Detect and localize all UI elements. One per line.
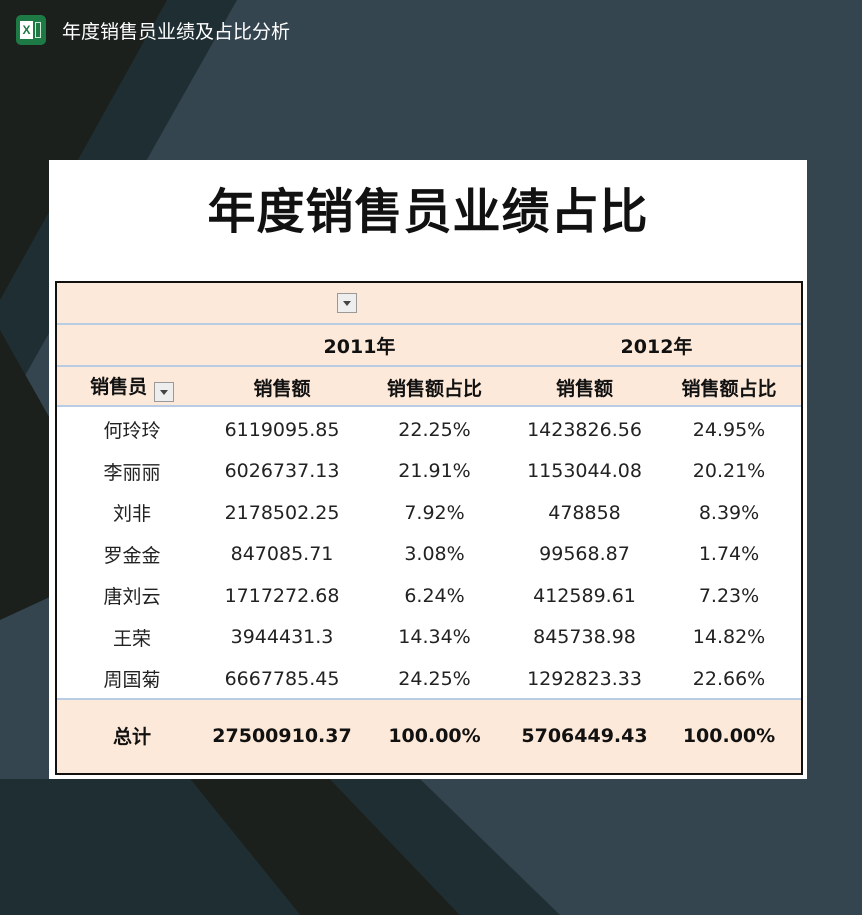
table-row: 罗金金 847085.71 3.08% 99568.87 1.74% [57,534,801,576]
table-row: 唐刘云 1717272.68 6.24% 412589.61 7.23% [57,575,801,617]
cell-sales-2012[interactable]: 1423826.56 [527,418,642,441]
cell-share-2012[interactable]: 8.39% [698,501,760,524]
table-row: 刘非 2178502.25 7.92% 478858 8.39% [57,492,801,534]
year-header-2011: 2011年 [323,335,396,358]
cell-sales-2012[interactable]: 478858 [548,501,621,524]
row-filter-dropdown[interactable] [153,381,174,402]
cell-share-2011[interactable]: 14.34% [398,626,471,649]
year-header-2012: 2012年 [620,335,693,358]
cell-salesperson[interactable]: 唐刘云 [103,586,161,609]
cell-sales-2012[interactable]: 1153044.08 [527,460,642,483]
cell-share-2011[interactable]: 3.08% [404,543,465,566]
cell-share-2012[interactable]: 1.74% [698,543,760,566]
cell-sales-2012[interactable]: 845738.98 [533,626,636,649]
header-share-2011: 销售额占比 [386,377,482,400]
spreadsheet-card: 年度销售员业绩占比 2011年 2012年 销售员 销售额 销售额占比 销售额 … [49,160,807,779]
cell-salesperson[interactable]: 刘非 [112,503,151,526]
table-row: 王荣 3944431.3 14.34% 845738.98 14.82% [57,617,801,659]
cell-sales-2012[interactable]: 99568.87 [539,543,630,566]
cell-share-2012[interactable]: 7.23% [698,584,760,607]
cell-sales-2011[interactable]: 1717272.68 [224,584,340,607]
cell-share-2011[interactable]: 24.25% [398,667,471,690]
cell-sales-2011[interactable]: 6667785.45 [224,667,340,690]
pivot-table: 2011年 2012年 销售员 销售额 销售额占比 销售额 销售额占比 何玲玲 6… [55,281,803,775]
cell-sales-2011[interactable]: 6119095.85 [224,418,340,441]
cell-sales-2012[interactable]: 412589.61 [533,584,636,607]
cell-share-2012[interactable]: 24.95% [692,418,766,441]
total-label: 总计 [112,726,151,748]
header-share-2012: 销售额占比 [681,377,777,400]
sheet-title: 年度销售员业绩占比 [207,184,649,240]
cell-salesperson[interactable]: 何玲玲 [103,420,161,443]
cell-sales-2011[interactable]: 3944431.3 [230,626,334,649]
total-sales-2012: 5706449.43 [521,724,648,747]
cell-sales-2012[interactable]: 1292823.33 [527,667,642,690]
cell-share-2011[interactable]: 22.25% [398,418,471,441]
cell-share-2012[interactable]: 20.21% [692,460,766,483]
table-row: 何玲玲 6119095.85 22.25% 1423826.56 24.95% [57,409,801,451]
header-sales-2012: 销售额 [555,377,613,400]
total-sales-2011: 27500910.37 [212,724,352,747]
cell-share-2011[interactable]: 7.92% [404,501,465,524]
cell-share-2011[interactable]: 6.24% [404,584,465,607]
table-row: 李丽丽 6026737.13 21.91% 1153044.08 20.21% [57,451,801,493]
header-salesperson: 销售员 [57,372,207,402]
total-row: 总计 27500910.37 100.00% 5706449.43 100.00… [57,700,801,771]
title-bar: X 年度销售员业绩及占比分析 [16,14,290,46]
cell-salesperson[interactable]: 王荣 [112,627,151,650]
cell-share-2012[interactable]: 22.66% [692,667,766,690]
table-body: 何玲玲 6119095.85 22.25% 1423826.56 24.95% 李丽丽 60… [57,407,801,698]
header-sales-2011: 销售额 [253,377,311,400]
column-filter-dropdown[interactable] [337,293,357,314]
total-share-2011: 100.00% [388,724,481,747]
cell-salesperson[interactable]: 罗金金 [103,544,161,567]
cell-sales-2011[interactable]: 847085.71 [230,543,334,566]
app-title: 年度销售员业绩及占比分析 [62,20,291,43]
cell-sales-2011[interactable]: 6026737.13 [224,460,340,483]
table-row: 周国菊 6667785.45 24.25% 1292823.33 22.66% [57,658,801,700]
cell-share-2012[interactable]: 14.82% [692,626,766,649]
cell-salesperson[interactable]: 周国菊 [103,669,161,692]
cell-share-2011[interactable]: 21.91% [398,460,471,483]
cell-salesperson[interactable]: 李丽丽 [103,461,161,484]
cell-sales-2011[interactable]: 2178502.25 [224,501,340,524]
total-share-2012: 100.00% [682,724,776,747]
excel-icon: X [16,15,46,45]
